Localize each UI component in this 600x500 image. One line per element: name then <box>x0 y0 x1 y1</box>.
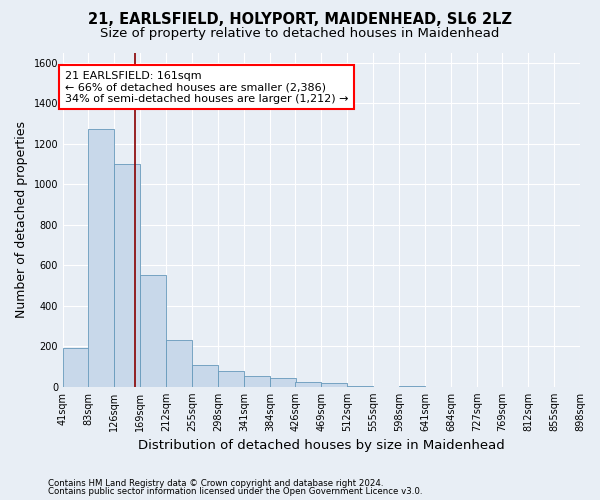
Bar <box>218 370 244 387</box>
Bar <box>115 164 140 387</box>
Text: Contains public sector information licensed under the Open Government Licence v3: Contains public sector information licen… <box>48 487 422 496</box>
Bar <box>166 340 192 387</box>
Bar <box>140 276 166 387</box>
Bar <box>399 386 425 387</box>
Text: 21 EARLSFIELD: 161sqm
← 66% of detached houses are smaller (2,386)
34% of semi-d: 21 EARLSFIELD: 161sqm ← 66% of detached … <box>65 70 349 104</box>
Bar <box>347 386 373 387</box>
Bar <box>63 348 89 387</box>
Bar <box>244 376 270 387</box>
Bar <box>295 382 321 387</box>
Bar <box>192 364 218 387</box>
Y-axis label: Number of detached properties: Number of detached properties <box>15 121 28 318</box>
X-axis label: Distribution of detached houses by size in Maidenhead: Distribution of detached houses by size … <box>138 440 505 452</box>
Text: Size of property relative to detached houses in Maidenhead: Size of property relative to detached ho… <box>100 28 500 40</box>
Text: 21, EARLSFIELD, HOLYPORT, MAIDENHEAD, SL6 2LZ: 21, EARLSFIELD, HOLYPORT, MAIDENHEAD, SL… <box>88 12 512 28</box>
Text: Contains HM Land Registry data © Crown copyright and database right 2024.: Contains HM Land Registry data © Crown c… <box>48 478 383 488</box>
Bar <box>270 378 296 387</box>
Bar <box>321 383 347 387</box>
Bar <box>88 130 115 387</box>
